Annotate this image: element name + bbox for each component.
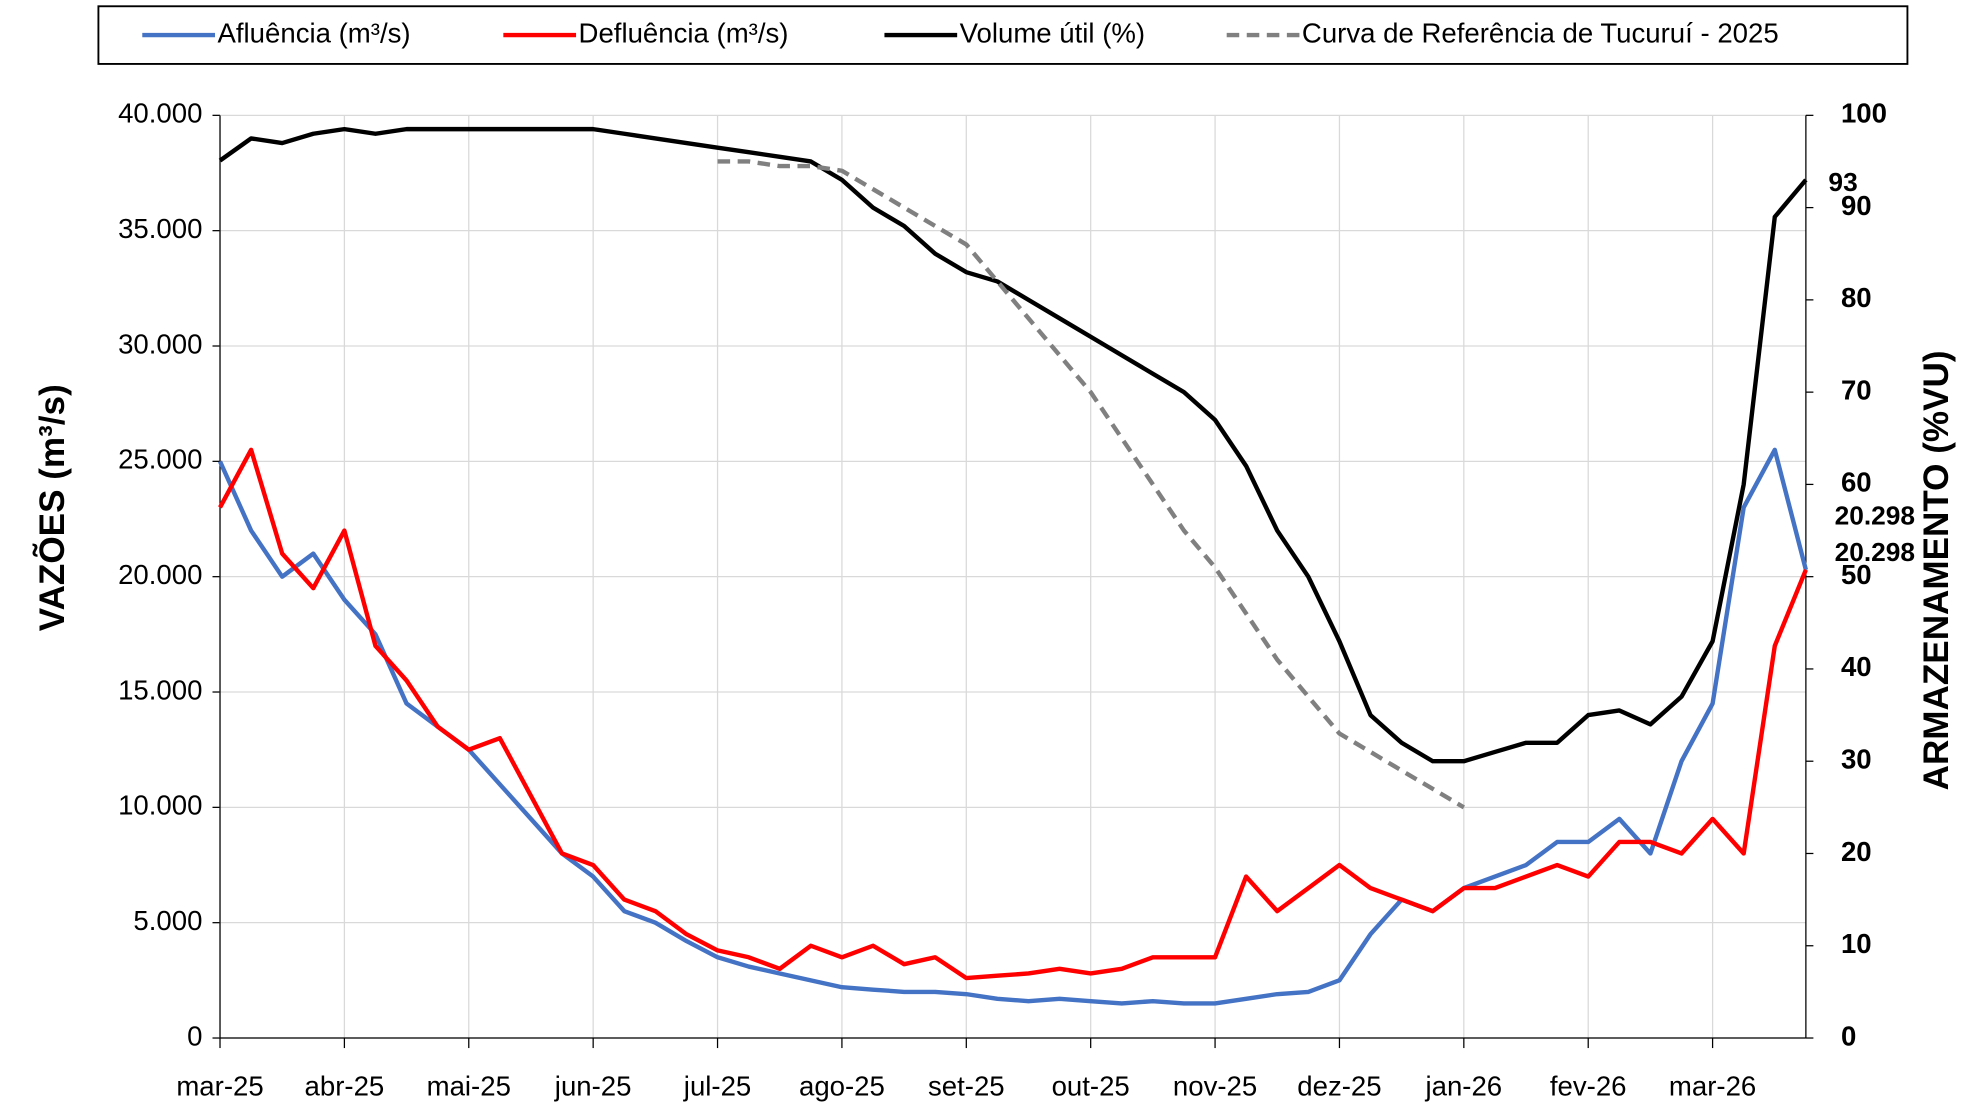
y2-tick-label: 30: [1841, 743, 1872, 774]
y-tick-label: 10.000: [118, 790, 202, 821]
end-label: 93: [1828, 167, 1857, 197]
legend-box: [97, 5, 1909, 65]
y2-tick-label: 80: [1841, 282, 1872, 313]
y2-tick-label: 50: [1841, 559, 1872, 590]
y-tick-label: 5.000: [133, 905, 202, 936]
x-tick-label: set-25: [928, 1070, 1005, 1101]
x-tick-label: mar-25: [176, 1070, 263, 1101]
series-line: [717, 159, 1466, 810]
end-label: 20.298: [1835, 537, 1915, 567]
end-label: 20.298: [1835, 501, 1915, 531]
x-tick-label: abr-25: [305, 1070, 385, 1101]
legend-label: Afluência (m³/s): [218, 17, 411, 48]
x-tick-label: ago-25: [799, 1070, 885, 1101]
y-tick-label: 25.000: [118, 444, 202, 475]
y-axis-title: VAZÕES (m³/s): [32, 384, 72, 631]
x-tick-label: fev-26: [1550, 1070, 1627, 1101]
x-tick-label: mar-26: [1669, 1070, 1756, 1101]
y-tick-label: 0: [187, 1020, 202, 1051]
y-tick-label: 30.000: [118, 328, 202, 359]
x-tick-label: jun-25: [554, 1070, 632, 1101]
y-tick-label: 40.000: [118, 98, 202, 129]
legend-label: Volume útil (%): [960, 17, 1145, 48]
y2-axis-title: ARMAZENAMENTO (%VU): [1917, 350, 1956, 790]
x-tick-label: jul-25: [683, 1070, 751, 1101]
legend-label: Defluência (m³/s): [579, 17, 789, 48]
legend-label: Curva de Referência de Tucuruí - 2025: [1302, 17, 1779, 48]
y2-tick-label: 70: [1841, 374, 1872, 405]
y2-tick-label: 100: [1841, 98, 1887, 129]
y2-tick-label: 40: [1841, 651, 1872, 682]
y-tick-label: 35.000: [118, 213, 202, 244]
y2-tick-label: 90: [1841, 190, 1872, 221]
x-tick-label: nov-25: [1173, 1070, 1257, 1101]
y-tick-label: 20.000: [118, 559, 202, 590]
y2-tick-label: 60: [1841, 467, 1872, 498]
series-line: [218, 447, 1808, 981]
series-line: [218, 447, 1809, 1006]
x-tick-label: out-25: [1052, 1070, 1130, 1101]
y2-tick-label: 20: [1841, 836, 1872, 867]
x-tick-label: dez-25: [1297, 1070, 1381, 1101]
x-tick-label: mai-25: [427, 1070, 511, 1101]
y2-tick-label: 0: [1841, 1020, 1856, 1051]
series-line: [218, 126, 1808, 764]
y-tick-label: 15.000: [118, 674, 202, 705]
x-tick-label: jan-26: [1424, 1070, 1502, 1101]
y2-tick-label: 10: [1841, 928, 1872, 959]
